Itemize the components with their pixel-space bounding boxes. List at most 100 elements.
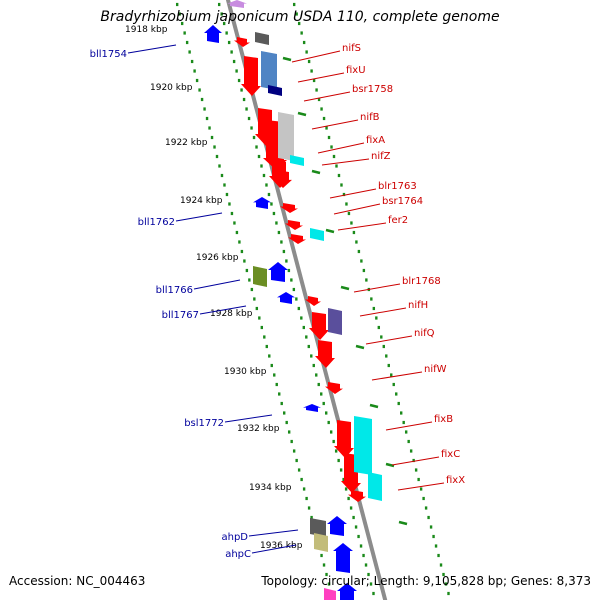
reverse-gene-arrow <box>204 25 222 43</box>
tick-dot <box>372 591 375 596</box>
tick-dot <box>437 553 440 558</box>
reverse-gene-label: ahpD <box>221 532 248 543</box>
label-leader <box>251 544 297 554</box>
major-tick <box>398 520 408 526</box>
tick-dot <box>365 278 368 282</box>
tick-dot <box>337 458 340 463</box>
forward-gene-label: nifW <box>424 364 447 375</box>
forward-gene-arrow <box>348 490 366 502</box>
tick-dot <box>330 145 333 149</box>
tick-dot <box>355 240 358 244</box>
tick-dot <box>340 183 343 187</box>
tick-dot <box>260 325 264 330</box>
tick-dot <box>322 401 325 406</box>
label-leader <box>317 142 365 154</box>
tick-dot <box>325 126 328 130</box>
tick-dot <box>233 221 236 225</box>
tick-dot <box>427 515 430 520</box>
tick-dot <box>377 325 381 330</box>
tick-dot <box>188 50 191 54</box>
tick-dot <box>190 59 194 64</box>
scale-label: 1932 kbp <box>237 424 280 434</box>
tick-dot <box>434 544 438 548</box>
tick-dot <box>447 591 450 596</box>
tick-dot <box>352 515 355 520</box>
tick-dot <box>444 582 448 586</box>
tick-dot <box>258 316 261 320</box>
tick-dot <box>287 430 291 434</box>
cog-block <box>253 266 267 287</box>
tick-dot <box>245 268 249 273</box>
label-leader <box>353 283 401 293</box>
topology-label: Topology: circular; Length: 9,105,828 bp… <box>261 574 591 588</box>
forward-gene-label: fer2 <box>388 215 408 226</box>
tick-dot <box>203 107 206 111</box>
tick-dot <box>364 563 368 567</box>
label-leader <box>303 91 351 102</box>
forward-gene-label: blr1768 <box>402 276 441 287</box>
scale-label: 1920 kbp <box>150 83 193 93</box>
tick-dot <box>357 249 361 254</box>
tick-dot <box>422 496 425 501</box>
tick-dot <box>400 411 403 415</box>
tick-dot <box>200 97 204 102</box>
tick-dot <box>439 563 443 567</box>
label-leader <box>199 305 247 315</box>
tick-dot <box>257 154 261 159</box>
reverse-gene-label: bll1762 <box>138 217 175 228</box>
tick-dot <box>220 12 223 16</box>
forward-gene-label: bsr1758 <box>352 84 393 95</box>
tick-dot <box>370 297 373 301</box>
tick-dot <box>295 458 298 463</box>
tick-dot <box>369 582 373 586</box>
tick-dot <box>300 316 303 320</box>
tick-dot <box>412 458 415 463</box>
forward-gene-label: nifB <box>360 112 380 123</box>
label-leader <box>224 414 273 423</box>
cog-block <box>290 155 304 166</box>
forward-gene-arrow <box>285 220 303 230</box>
forward-gene-label: blr1763 <box>378 181 417 192</box>
tick-dot <box>404 430 408 434</box>
tick-dot <box>409 449 413 453</box>
label-leader <box>337 222 387 231</box>
tick-dot <box>292 287 296 292</box>
tick-dot <box>217 2 221 7</box>
cog-block <box>310 518 326 537</box>
forward-gene-label: nifQ <box>414 328 435 339</box>
tick-dot <box>337 173 341 178</box>
forward-gene-label: nifS <box>342 43 361 54</box>
cog-block <box>328 308 342 335</box>
forward-gene-arrow <box>315 340 335 368</box>
label-leader <box>333 203 381 215</box>
tick-dot <box>205 116 209 121</box>
tick-dot <box>237 78 241 83</box>
tick-dot <box>354 525 358 529</box>
tick-dot <box>385 354 388 358</box>
tick-dot <box>335 164 338 168</box>
tick-dot <box>310 515 313 520</box>
tick-dot <box>178 12 181 16</box>
forward-gene-arrow <box>288 234 306 244</box>
tick-dot <box>320 553 323 558</box>
label-leader <box>321 158 370 166</box>
scale-label: 1928 kbp <box>210 309 253 319</box>
tick-dot <box>320 107 323 111</box>
tick-dot <box>325 572 328 577</box>
tick-dot <box>339 468 343 472</box>
tick-dot <box>280 240 283 244</box>
tick-dot <box>240 88 243 92</box>
tick-dot <box>273 373 276 377</box>
tick-dot <box>255 145 258 149</box>
reverse-gene-arrow <box>337 583 357 600</box>
tick-dot <box>248 278 251 282</box>
tick-dot <box>392 382 395 387</box>
tick-dot <box>342 477 345 482</box>
tick-dot <box>263 335 266 339</box>
label-leader <box>371 371 423 381</box>
reverse-gene-label: bll1754 <box>90 49 127 60</box>
tick-dot <box>270 363 273 368</box>
forward-gene-label: fixB <box>434 414 453 425</box>
